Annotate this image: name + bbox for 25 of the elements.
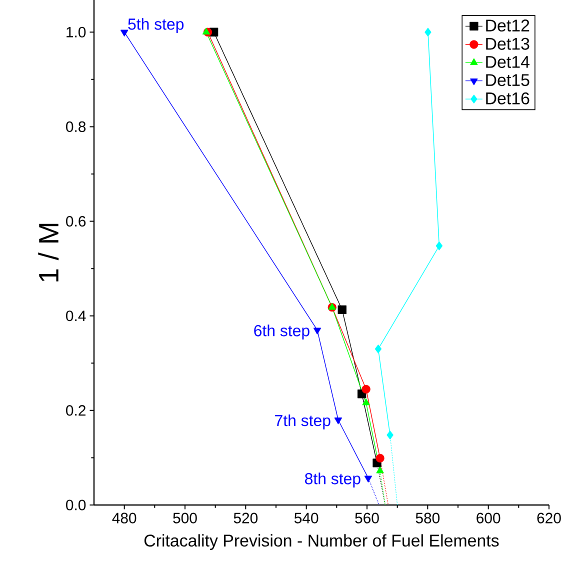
x-tick-label: 500 [173,512,197,524]
x-tick-label: 620 [537,512,561,524]
x-tick-label: 560 [355,512,379,524]
legend-label: Det14 [486,56,530,68]
annotation: 7th step [275,414,330,430]
y-tick-label: 0.6 [66,216,86,227]
legend-label: Det12 [486,20,530,32]
y-tick-label: 0.2 [66,405,86,416]
x-axis-title: Critacality Prevision - Number of Fuel Elements [144,534,499,550]
x-tick-label: 540 [294,512,318,524]
annotation: 5th step [128,18,184,33]
y-tick-label: 1.0 [66,26,86,38]
annotation: 8th step [305,472,360,488]
y-tick-label: 0.8 [66,121,86,132]
x-tick-label: 600 [476,512,500,524]
legend-label: Det16 [486,92,530,104]
y-axis-title: 1 / M [38,224,59,282]
x-tick-label: 480 [112,512,136,524]
x-tick-label: 580 [416,512,440,524]
y-tick-label: 0.0 [66,500,86,510]
x-tick-label: 520 [234,512,258,524]
annotation: 6th step [254,324,310,340]
legend-label: Det15 [486,74,530,86]
y-tick-label: 0.4 [66,310,86,322]
legend-label: Det13 [486,38,530,50]
